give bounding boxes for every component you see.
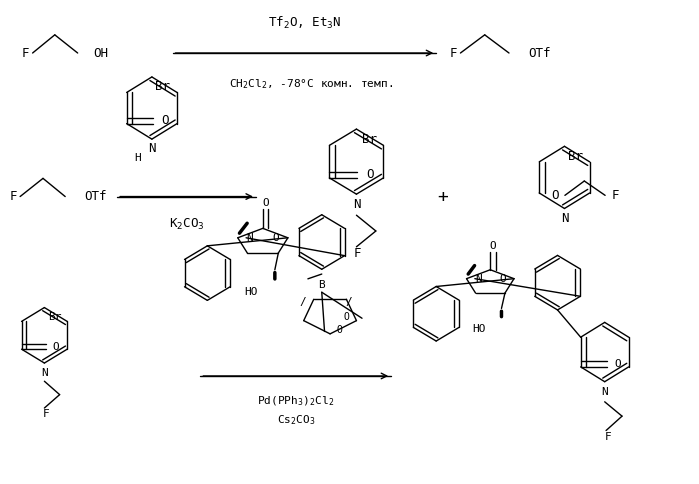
Text: F: F — [449, 46, 457, 60]
Text: /: / — [299, 297, 306, 307]
Text: N: N — [41, 368, 48, 378]
Text: HO: HO — [244, 287, 257, 297]
Text: Cs$_2$CO$_3$: Cs$_2$CO$_3$ — [277, 413, 315, 427]
Text: F: F — [9, 190, 17, 203]
Text: K$_2$CO$_3$: K$_2$CO$_3$ — [168, 217, 204, 232]
Text: N: N — [601, 387, 608, 397]
Text: B: B — [318, 280, 325, 289]
Text: O: O — [337, 325, 343, 335]
Text: O: O — [262, 198, 269, 209]
Text: O: O — [366, 168, 373, 181]
Text: HO: HO — [472, 324, 486, 334]
Text: CH$_2$Cl$_2$, -78°C комн. темп.: CH$_2$Cl$_2$, -78°C комн. темп. — [229, 77, 394, 91]
Text: N: N — [148, 142, 156, 155]
Text: F: F — [605, 432, 612, 442]
Text: N: N — [475, 273, 482, 284]
Text: Br: Br — [48, 312, 62, 322]
Text: O: O — [490, 241, 496, 251]
Text: OTf: OTf — [85, 190, 107, 203]
Text: O: O — [344, 312, 350, 322]
Text: N: N — [246, 233, 253, 243]
Text: N: N — [561, 212, 568, 225]
Text: Br: Br — [568, 150, 583, 163]
Text: +: + — [438, 187, 449, 206]
Text: F: F — [43, 409, 50, 419]
Text: O: O — [273, 233, 280, 243]
Text: /: / — [346, 297, 352, 307]
Text: OH: OH — [93, 46, 108, 60]
Text: Br: Br — [361, 133, 377, 146]
Text: O: O — [161, 114, 169, 127]
Text: O: O — [52, 342, 59, 352]
Text: F: F — [354, 247, 361, 260]
Text: Br: Br — [155, 80, 170, 93]
Text: Tf$_2$O, Et$_3$N: Tf$_2$O, Et$_3$N — [268, 15, 341, 31]
Text: O: O — [614, 359, 621, 369]
Text: H: H — [135, 153, 141, 163]
Text: OTf: OTf — [528, 46, 551, 60]
Text: Pd(PPh$_3$)$_2$Cl$_2$: Pd(PPh$_3$)$_2$Cl$_2$ — [257, 394, 334, 408]
Text: F: F — [22, 46, 29, 60]
Text: O: O — [552, 189, 559, 202]
Text: F: F — [612, 189, 619, 202]
Text: N: N — [353, 198, 360, 211]
Text: O: O — [499, 273, 505, 284]
